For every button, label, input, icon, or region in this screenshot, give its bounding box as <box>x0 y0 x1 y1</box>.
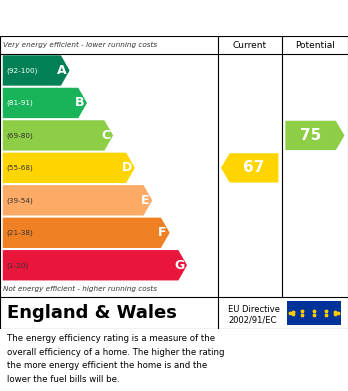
Bar <box>287 301 341 325</box>
Text: Very energy efficient - lower running costs: Very energy efficient - lower running co… <box>3 42 158 48</box>
Text: (39-54): (39-54) <box>6 197 33 204</box>
Text: E: E <box>141 194 149 207</box>
Text: The energy efficiency rating is a measure of the
overall efficiency of a home. T: The energy efficiency rating is a measur… <box>7 334 224 384</box>
Text: (21-38): (21-38) <box>6 230 33 236</box>
Polygon shape <box>3 185 152 215</box>
Text: C: C <box>101 129 110 142</box>
Text: (55-68): (55-68) <box>6 165 33 171</box>
Polygon shape <box>3 55 70 86</box>
Text: (69-80): (69-80) <box>6 132 33 139</box>
Text: (1-20): (1-20) <box>6 262 29 269</box>
Polygon shape <box>3 153 135 183</box>
Text: G: G <box>175 259 185 272</box>
Text: F: F <box>158 226 166 239</box>
Polygon shape <box>3 88 87 118</box>
Text: 75: 75 <box>300 128 321 143</box>
Text: EU Directive: EU Directive <box>228 305 280 314</box>
Text: (81-91): (81-91) <box>6 100 33 106</box>
Polygon shape <box>3 120 113 151</box>
Polygon shape <box>3 218 170 248</box>
Text: Potential: Potential <box>295 41 335 50</box>
Polygon shape <box>221 153 278 183</box>
Text: (92-100): (92-100) <box>6 67 38 74</box>
Text: A: A <box>57 64 67 77</box>
Polygon shape <box>285 121 345 150</box>
Text: D: D <box>122 161 133 174</box>
Text: Current: Current <box>232 41 267 50</box>
Text: England & Wales: England & Wales <box>7 304 177 322</box>
Text: Energy Efficiency Rating: Energy Efficiency Rating <box>7 9 254 27</box>
Text: 67: 67 <box>243 160 265 176</box>
Text: B: B <box>75 97 84 109</box>
Polygon shape <box>3 250 187 280</box>
Text: Not energy efficient - higher running costs: Not energy efficient - higher running co… <box>3 286 158 292</box>
Text: 2002/91/EC: 2002/91/EC <box>228 315 276 324</box>
